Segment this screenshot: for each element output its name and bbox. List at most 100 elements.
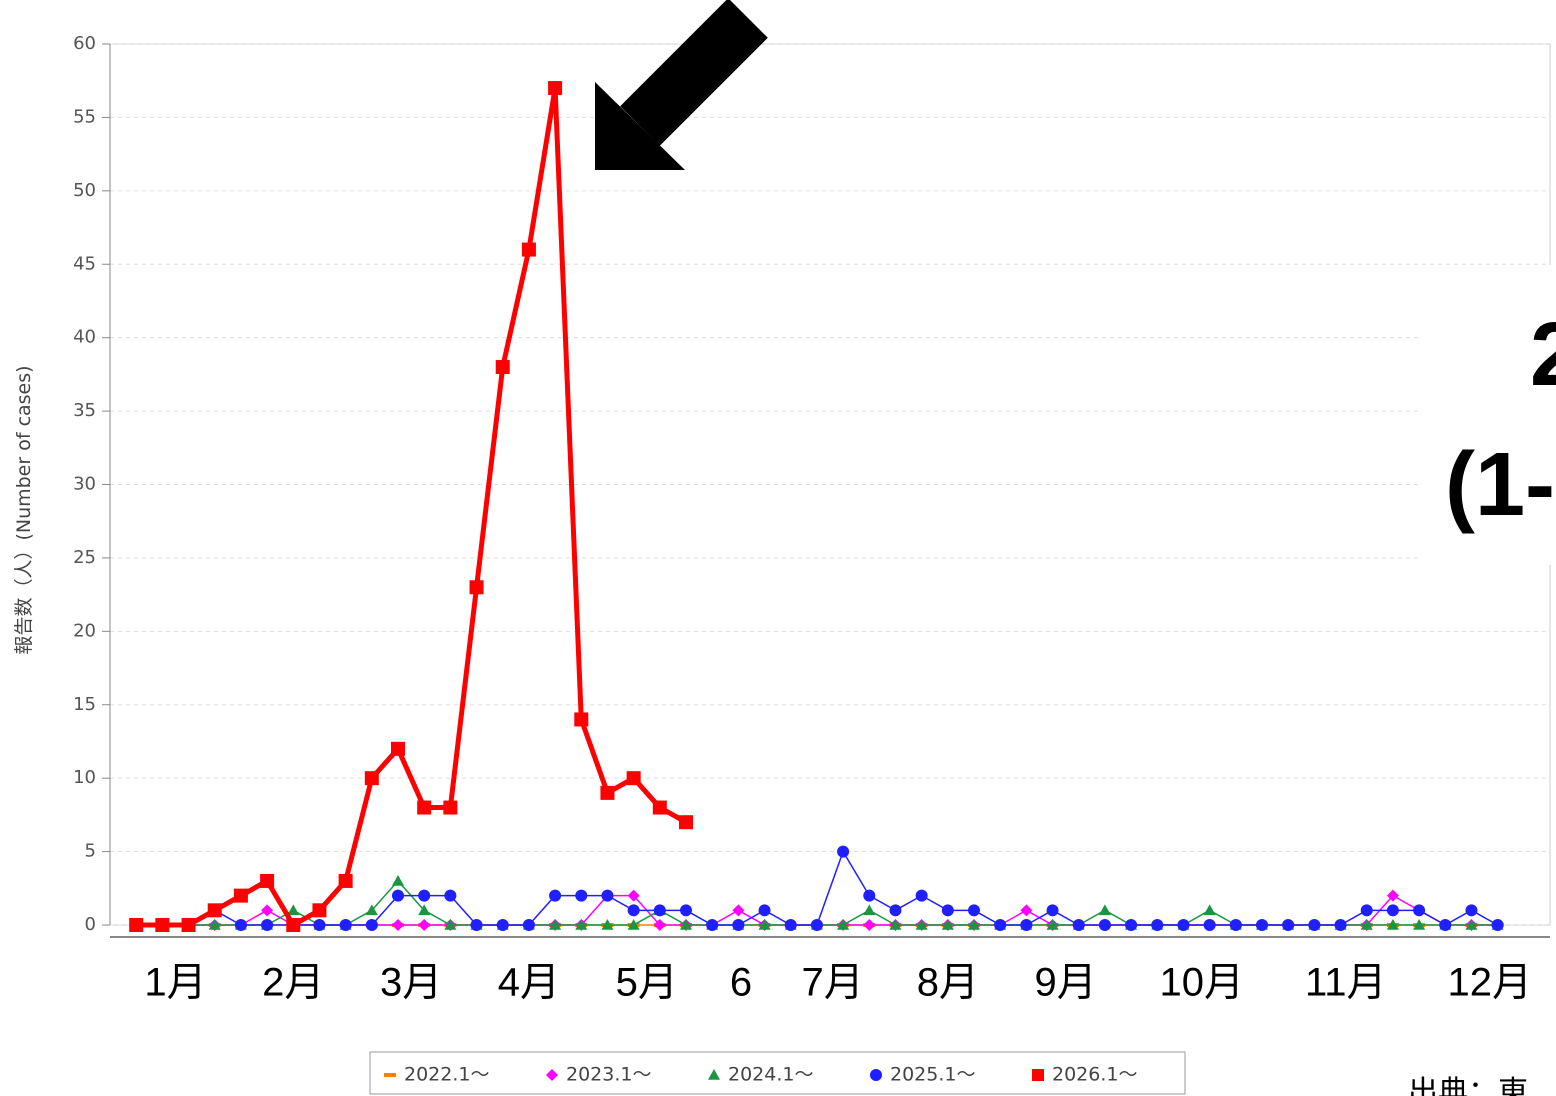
marker bbox=[1098, 919, 1111, 931]
marker bbox=[444, 889, 457, 902]
marker bbox=[1491, 919, 1504, 931]
marker bbox=[417, 800, 432, 815]
x-tick-label: 6 bbox=[730, 961, 752, 1005]
marker bbox=[495, 360, 510, 375]
arrow bbox=[595, 0, 768, 170]
marker bbox=[1072, 919, 1085, 931]
marker bbox=[680, 919, 692, 930]
marker bbox=[339, 919, 352, 931]
marker bbox=[732, 919, 745, 931]
marker bbox=[1386, 889, 1399, 902]
marker bbox=[837, 845, 850, 858]
marker bbox=[548, 81, 563, 96]
marker bbox=[1046, 919, 1059, 930]
marker bbox=[233, 888, 248, 903]
marker bbox=[915, 919, 928, 930]
marker bbox=[575, 889, 588, 902]
y-tick-label: 0 bbox=[85, 914, 96, 935]
marker bbox=[1439, 919, 1452, 931]
y-tick-label: 35 bbox=[73, 400, 96, 421]
marker bbox=[1020, 919, 1033, 931]
marker bbox=[1465, 919, 1478, 930]
marker bbox=[1413, 919, 1426, 930]
marker bbox=[601, 889, 614, 902]
marker bbox=[1334, 919, 1347, 931]
legend-label: 2022.1～ bbox=[404, 1064, 489, 1086]
marker bbox=[653, 919, 666, 931]
marker bbox=[469, 580, 484, 595]
marker bbox=[784, 919, 797, 931]
plot: 0 5 10 15 20 25 30 35 40 45 50 55 60 1月 2月 3月 4月 5月 6 7月 8月 9… bbox=[73, 33, 1551, 1005]
marker bbox=[863, 904, 876, 916]
overlay-text: (1- bbox=[1445, 435, 1555, 535]
x-tick-label: 11月 bbox=[1305, 961, 1387, 1005]
x-tick-label: 3月 bbox=[380, 961, 442, 1005]
y-tick-label: 45 bbox=[73, 253, 96, 274]
marker bbox=[365, 919, 378, 931]
legend-marker bbox=[1032, 1069, 1044, 1081]
marker bbox=[758, 904, 771, 917]
marker bbox=[234, 919, 247, 931]
y-tick-label: 10 bbox=[73, 767, 96, 788]
marker bbox=[338, 873, 353, 888]
marker bbox=[470, 919, 483, 931]
marker bbox=[364, 771, 379, 786]
marker bbox=[680, 904, 692, 917]
y-tick-label: 5 bbox=[85, 841, 96, 862]
marker bbox=[732, 904, 745, 917]
legend-marker bbox=[708, 1069, 720, 1080]
marker bbox=[1177, 919, 1190, 931]
marker bbox=[863, 919, 876, 931]
marker bbox=[392, 874, 404, 886]
marker bbox=[679, 815, 693, 830]
marker bbox=[207, 903, 222, 918]
marker bbox=[129, 918, 144, 932]
legend-marker bbox=[546, 1069, 558, 1081]
marker bbox=[1098, 904, 1111, 916]
marker bbox=[837, 919, 850, 930]
y-tick-label: 40 bbox=[73, 327, 96, 348]
legend-box bbox=[369, 1051, 1186, 1095]
marker bbox=[260, 873, 275, 888]
marker bbox=[627, 919, 640, 930]
y-axis-label: 報告数（人）(Number of cases) bbox=[13, 365, 35, 654]
marker bbox=[626, 771, 641, 786]
y-tick-label: 25 bbox=[73, 547, 96, 568]
marker bbox=[418, 904, 431, 916]
series-line bbox=[136, 85, 688, 928]
marker bbox=[652, 800, 667, 815]
marker bbox=[1465, 904, 1478, 917]
marker bbox=[627, 889, 640, 902]
marker bbox=[994, 919, 1007, 931]
legend-marker bbox=[870, 1069, 882, 1081]
legend-label: 2024.1～ bbox=[728, 1064, 813, 1086]
marker bbox=[261, 919, 274, 931]
marker bbox=[549, 919, 562, 930]
marker bbox=[1125, 919, 1138, 931]
marker bbox=[522, 919, 535, 931]
marker bbox=[889, 904, 902, 917]
overlay-text: 2 bbox=[1530, 305, 1556, 405]
legend-label: 2026.1～ bbox=[1052, 1064, 1137, 1086]
marker bbox=[287, 904, 300, 916]
marker bbox=[549, 889, 562, 902]
x-tick-label: 12月 bbox=[1448, 961, 1533, 1005]
marker bbox=[1386, 919, 1399, 930]
x-tick-label: 5月 bbox=[616, 961, 678, 1005]
legend-label: 2023.1～ bbox=[566, 1064, 651, 1086]
marker bbox=[941, 904, 954, 917]
x-tick-label: 1月 bbox=[144, 961, 206, 1005]
marker bbox=[1203, 919, 1216, 931]
marker bbox=[968, 904, 980, 917]
marker bbox=[392, 919, 404, 931]
marker bbox=[1282, 919, 1295, 931]
marker bbox=[155, 918, 170, 932]
marker bbox=[968, 919, 980, 930]
source: 出典：東 bbox=[1408, 1075, 1528, 1096]
y-tick-label: 15 bbox=[73, 694, 96, 715]
marker bbox=[418, 919, 431, 931]
marker bbox=[208, 919, 221, 930]
y-tick-label: 55 bbox=[73, 106, 96, 127]
marker bbox=[1360, 919, 1373, 930]
marker bbox=[810, 919, 823, 931]
